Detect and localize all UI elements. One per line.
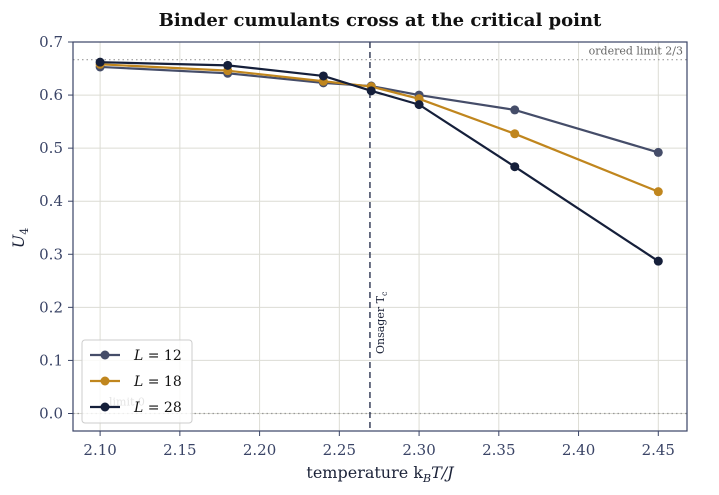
legend-marker (100, 350, 110, 360)
y-axis-label-sub: 4 (18, 228, 31, 235)
legend-item: L = 12 (90, 348, 182, 364)
y-axis-ticks: 0.0 0.1 0.2 0.3 0.4 0.5 0.6 0.7 (39, 33, 73, 422)
onsager-tc-label-sub: c (380, 291, 389, 296)
legend-label-var: L (133, 400, 143, 416)
legend-label: L = 28 (133, 400, 182, 416)
data-point (414, 100, 424, 110)
x-axis-label: temperature kBT/J (306, 463, 455, 485)
legend-label-val: = 28 (143, 400, 181, 416)
y-axis-label-main: U (9, 234, 28, 248)
y-tick-label: 0.1 (39, 351, 63, 369)
legend-label-val: = 12 (143, 348, 181, 364)
x-tick-label: 2.45 (642, 441, 675, 459)
legend-label-var: L (133, 348, 143, 364)
legend-marker (100, 376, 110, 386)
y-tick-label: 0.2 (39, 298, 63, 316)
x-tick-label: 2.30 (402, 441, 435, 459)
data-point (223, 60, 233, 70)
x-axis-label-suffix: T/J (431, 463, 455, 482)
y-tick-label: 0.5 (39, 139, 63, 157)
legend-marker (100, 402, 110, 412)
x-tick-label: 2.25 (323, 441, 356, 459)
reference-line-label: ordered limit 2/3 (589, 45, 683, 58)
legend-box (81, 339, 193, 424)
x-tick-label: 2.40 (562, 441, 595, 459)
data-point (510, 162, 520, 172)
x-tick-label: 2.20 (243, 441, 276, 459)
plot-frame (72, 41, 688, 432)
legend-label-var: L (133, 374, 143, 390)
series-layer (95, 57, 663, 266)
x-axis-label-prefix: temperature k (306, 463, 423, 482)
y-axis-label: U4 (9, 228, 31, 248)
legend: L = 12L = 18L = 28 (81, 339, 193, 424)
data-point (653, 147, 663, 157)
y-tick-label: 0.0 (39, 404, 63, 422)
series-L-28 (95, 57, 663, 266)
onsager-tc-label: Onsager Tc (374, 291, 389, 354)
x-tick-label: 2.10 (83, 441, 116, 459)
y-tick-label: 0.7 (39, 33, 63, 51)
x-tick-label: 2.15 (163, 441, 196, 459)
y-tick-label: 0.6 (39, 86, 63, 104)
data-point (318, 71, 328, 81)
data-point (653, 256, 663, 266)
x-axis-label-sub: B (422, 472, 431, 485)
chart-title: Binder cumulants cross at the critical p… (159, 10, 602, 31)
x-tick-label: 2.35 (482, 441, 515, 459)
legend-item: L = 28 (90, 400, 182, 416)
legend-label-val: = 18 (143, 374, 181, 390)
data-point (510, 105, 520, 115)
legend-item: L = 18 (90, 374, 182, 390)
y-tick-label: 0.3 (39, 245, 63, 263)
x-axis-ticks: 2.10 2.15 2.20 2.25 2.30 2.35 2.40 2.45 (83, 431, 675, 459)
y-tick-label: 0.4 (39, 192, 63, 210)
legend-label: L = 18 (133, 374, 182, 390)
data-point (510, 129, 520, 139)
data-point (653, 187, 663, 197)
data-point (366, 86, 376, 96)
data-point (95, 57, 105, 67)
onsager-tc-label-main: Onsager T (374, 295, 387, 354)
legend-label: L = 12 (133, 348, 182, 364)
